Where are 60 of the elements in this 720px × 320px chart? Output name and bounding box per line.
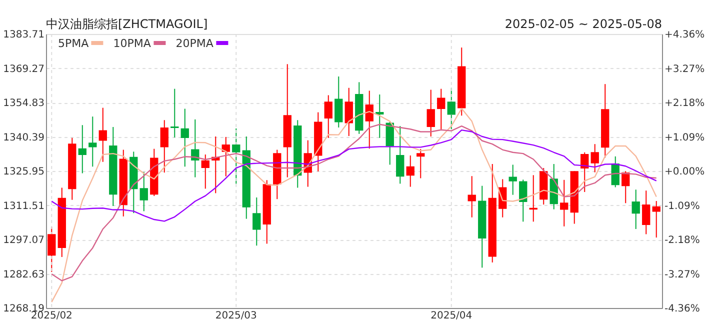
candlestick [324, 94, 332, 138]
candlestick [344, 87, 353, 137]
candlestick [642, 190, 650, 235]
candlestick [396, 126, 404, 184]
y-tick-label: 1354.83 [3, 98, 44, 109]
candlestick [386, 122, 394, 166]
candlestick [560, 179, 568, 227]
y2-tick-label: -1.09% [664, 200, 700, 212]
candlestick [376, 94, 384, 138]
candlestick [48, 226, 56, 272]
candlestick [334, 76, 343, 128]
candlestick [180, 108, 189, 168]
candlestick [406, 154, 414, 188]
y-tick-label: 1340.39 [3, 132, 44, 144]
candlestick [232, 128, 240, 184]
y2-tick-label: +1.09% [664, 132, 705, 144]
candlestick [222, 136, 230, 177]
candlestick [170, 88, 179, 138]
candlestick [201, 154, 210, 190]
y-tick-label: 1282.63 [3, 269, 44, 280]
x-tick-label: 2025/02 [30, 310, 72, 320]
candlestick [590, 144, 599, 173]
y2-tick-label: +4.36% [664, 30, 705, 40]
legend-label: 20PMA [176, 37, 214, 50]
candlestick [140, 172, 148, 212]
candlestick [252, 196, 261, 246]
x-tick-label: 2025/03 [215, 310, 257, 320]
candlestick [622, 170, 630, 204]
candlestick [519, 179, 528, 222]
candlestick [508, 164, 517, 196]
legend-label: 5PMA [58, 37, 90, 50]
y-tick-label: 1297.07 [3, 235, 44, 246]
candlestick [88, 116, 97, 168]
y-tick-label: 1383.71 [3, 30, 44, 40]
candlestick [416, 148, 425, 179]
y2-tick-label: -2.18% [664, 235, 700, 246]
legend-label: 10PMA [113, 37, 152, 50]
candlestick [529, 174, 538, 222]
y-tick-label: 1369.27 [3, 64, 44, 75]
x-tick-label: 2025/04 [430, 310, 472, 320]
candlestick [160, 120, 168, 174]
candlestick [580, 152, 589, 192]
candlestick [98, 107, 107, 162]
chart-subtitle: 2025-02-05 ~ 2025-05-08 [504, 17, 662, 31]
candlestick [78, 124, 86, 174]
y2-tick-label: +3.27% [664, 64, 705, 75]
candlestick [365, 90, 374, 150]
y2-tick-label: -4.36% [664, 304, 700, 314]
candlestick [468, 176, 476, 218]
candlestick [426, 89, 435, 137]
candlestick [652, 200, 660, 238]
y2-tick-label: -3.27% [664, 269, 700, 280]
y-tick-label: 1325.95 [3, 166, 44, 178]
y2-tick-label: +2.18% [664, 98, 705, 109]
chart-title: 中汉油脂综指[ZHCTMAGOIL] [46, 17, 208, 31]
line-series [51, 124, 657, 282]
y-tick-label: 1311.51 [3, 200, 44, 212]
y2-tick-label: +0.00% [664, 166, 705, 178]
candlestick [632, 189, 640, 230]
candlestick [437, 88, 446, 130]
